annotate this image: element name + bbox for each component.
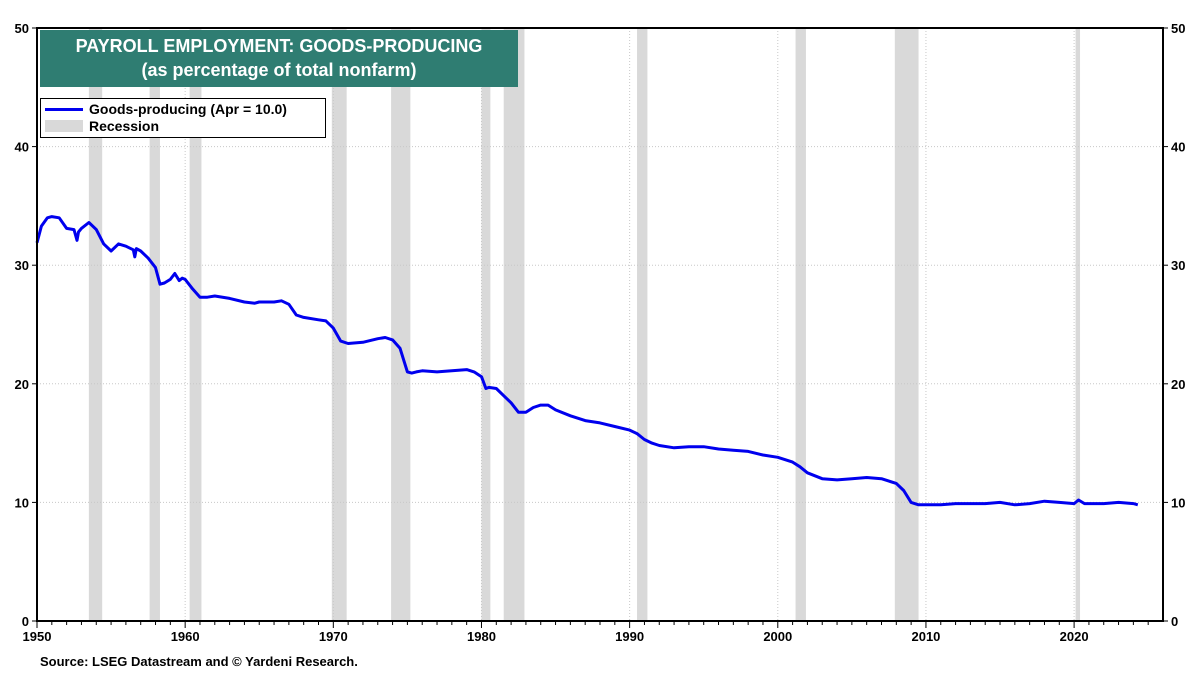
- chart-subtitle: (as percentage of total nonfarm): [141, 60, 417, 80]
- y-tick-label-left-20: 20: [15, 377, 29, 392]
- legend-item-series: Goods-producing (Apr = 10.0): [45, 101, 287, 117]
- x-tick-label-1960: 1960: [171, 629, 200, 644]
- x-tick-label-2020: 2020: [1060, 629, 1089, 644]
- y-tick-label-right-50: 50: [1171, 21, 1185, 36]
- recession-band-6: [503, 28, 525, 621]
- y-tick-label-left-50: 50: [15, 21, 29, 36]
- y-tick-label-right-0: 0: [1171, 614, 1178, 629]
- x-tick-label-1980: 1980: [467, 629, 496, 644]
- recession-band-10: [1075, 28, 1081, 621]
- source-note: Source: LSEG Datastream and © Yardeni Re…: [40, 654, 358, 669]
- x-tick-label-1970: 1970: [319, 629, 348, 644]
- recession-band-2: [189, 28, 202, 621]
- y-tick-label-left-40: 40: [15, 140, 29, 155]
- chart-title-box: PAYROLL EMPLOYMENT: GOODS-PRODUCING (as …: [40, 30, 518, 87]
- recession-band-4: [391, 28, 411, 621]
- recession-band-8: [795, 28, 806, 621]
- x-tick-label-2010: 2010: [911, 629, 940, 644]
- recession-band-1: [149, 28, 160, 621]
- recession-band-7: [637, 28, 648, 621]
- x-tick-label-1950: 1950: [23, 629, 52, 644]
- y-tick-label-left-30: 30: [15, 258, 29, 273]
- x-tick-label-1990: 1990: [615, 629, 644, 644]
- chart-legend: Goods-producing (Apr = 10.0) Recession: [40, 98, 326, 138]
- x-tick-label-2000: 2000: [763, 629, 792, 644]
- legend-series-label: Goods-producing (Apr = 10.0): [89, 101, 287, 117]
- legend-swatch-recession: [45, 120, 83, 132]
- recession-band-5: [481, 28, 491, 621]
- recession-band-3: [331, 28, 347, 621]
- chart-title: PAYROLL EMPLOYMENT: GOODS-PRODUCING: [75, 36, 483, 56]
- y-tick-label-right-30: 30: [1171, 258, 1185, 273]
- recession-band-9: [894, 28, 919, 621]
- legend-recession-label: Recession: [89, 118, 160, 134]
- series-line-0: [35, 215, 1139, 507]
- y-tick-label-left-0: 0: [22, 614, 29, 629]
- y-tick-label-left-10: 10: [15, 495, 29, 510]
- y-tick-label-right-40: 40: [1171, 140, 1185, 155]
- y-tick-label-right-10: 10: [1171, 495, 1185, 510]
- legend-item-recession: Recession: [45, 118, 159, 134]
- recession-band-0: [88, 28, 103, 621]
- y-tick-label-right-20: 20: [1171, 377, 1185, 392]
- legend-swatch-line: [45, 107, 83, 111]
